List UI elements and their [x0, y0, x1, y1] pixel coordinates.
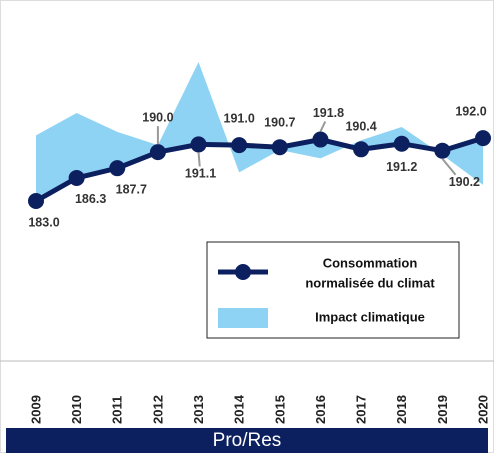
- marker: [475, 130, 491, 147]
- marker: [190, 136, 207, 153]
- marker: [231, 137, 248, 154]
- data-label: 191.2: [386, 160, 417, 174]
- x-tick-label: 2013: [191, 395, 206, 424]
- marker: [271, 139, 288, 156]
- legend-label: Consommation: [323, 255, 418, 270]
- x-tick-label: 2016: [313, 395, 328, 424]
- data-label: 186.3: [75, 192, 106, 206]
- data-label: 192.0: [455, 104, 486, 118]
- x-tick-label: 2020: [475, 395, 490, 424]
- leader-line: [319, 121, 327, 132]
- data-label: 190.0: [142, 110, 173, 124]
- legend-marker: [235, 264, 251, 280]
- marker: [312, 131, 329, 148]
- marker: [109, 160, 126, 177]
- x-tick-label: 2010: [69, 395, 84, 424]
- x-tick-label: 2017: [354, 395, 369, 424]
- data-label: 191.0: [224, 111, 255, 125]
- x-tick-label: 2012: [150, 395, 165, 424]
- marker: [149, 144, 166, 161]
- x-tick-label: 2018: [394, 395, 409, 424]
- x-tick-label: 2009: [28, 395, 43, 424]
- data-label: 191.1: [185, 167, 216, 181]
- caption: Pro/Res: [213, 430, 282, 451]
- caption-bar: [6, 428, 488, 453]
- x-tick-label: 2011: [110, 396, 125, 424]
- data-label: 190.7: [264, 116, 295, 130]
- data-label: 191.8: [313, 106, 344, 120]
- legend-label: normalisée du climat: [305, 275, 435, 290]
- x-tick-label: 2015: [272, 395, 287, 424]
- legend-label: Impact climatique: [315, 309, 425, 324]
- data-label: 190.4: [345, 120, 376, 134]
- leader-line: [441, 158, 457, 176]
- impact-area: [36, 62, 483, 201]
- marker: [68, 169, 85, 186]
- legend-swatch: [218, 308, 268, 328]
- data-label: 183.0: [28, 215, 59, 229]
- data-label: 190.2: [449, 175, 480, 189]
- marker: [28, 193, 44, 209]
- marker: [353, 141, 370, 158]
- leader-line: [197, 152, 201, 167]
- x-tick-label: 2014: [232, 394, 247, 424]
- data-label: 187.7: [116, 182, 147, 196]
- x-tick-label: 2019: [435, 395, 450, 424]
- marker: [393, 135, 410, 152]
- marker: [434, 142, 451, 159]
